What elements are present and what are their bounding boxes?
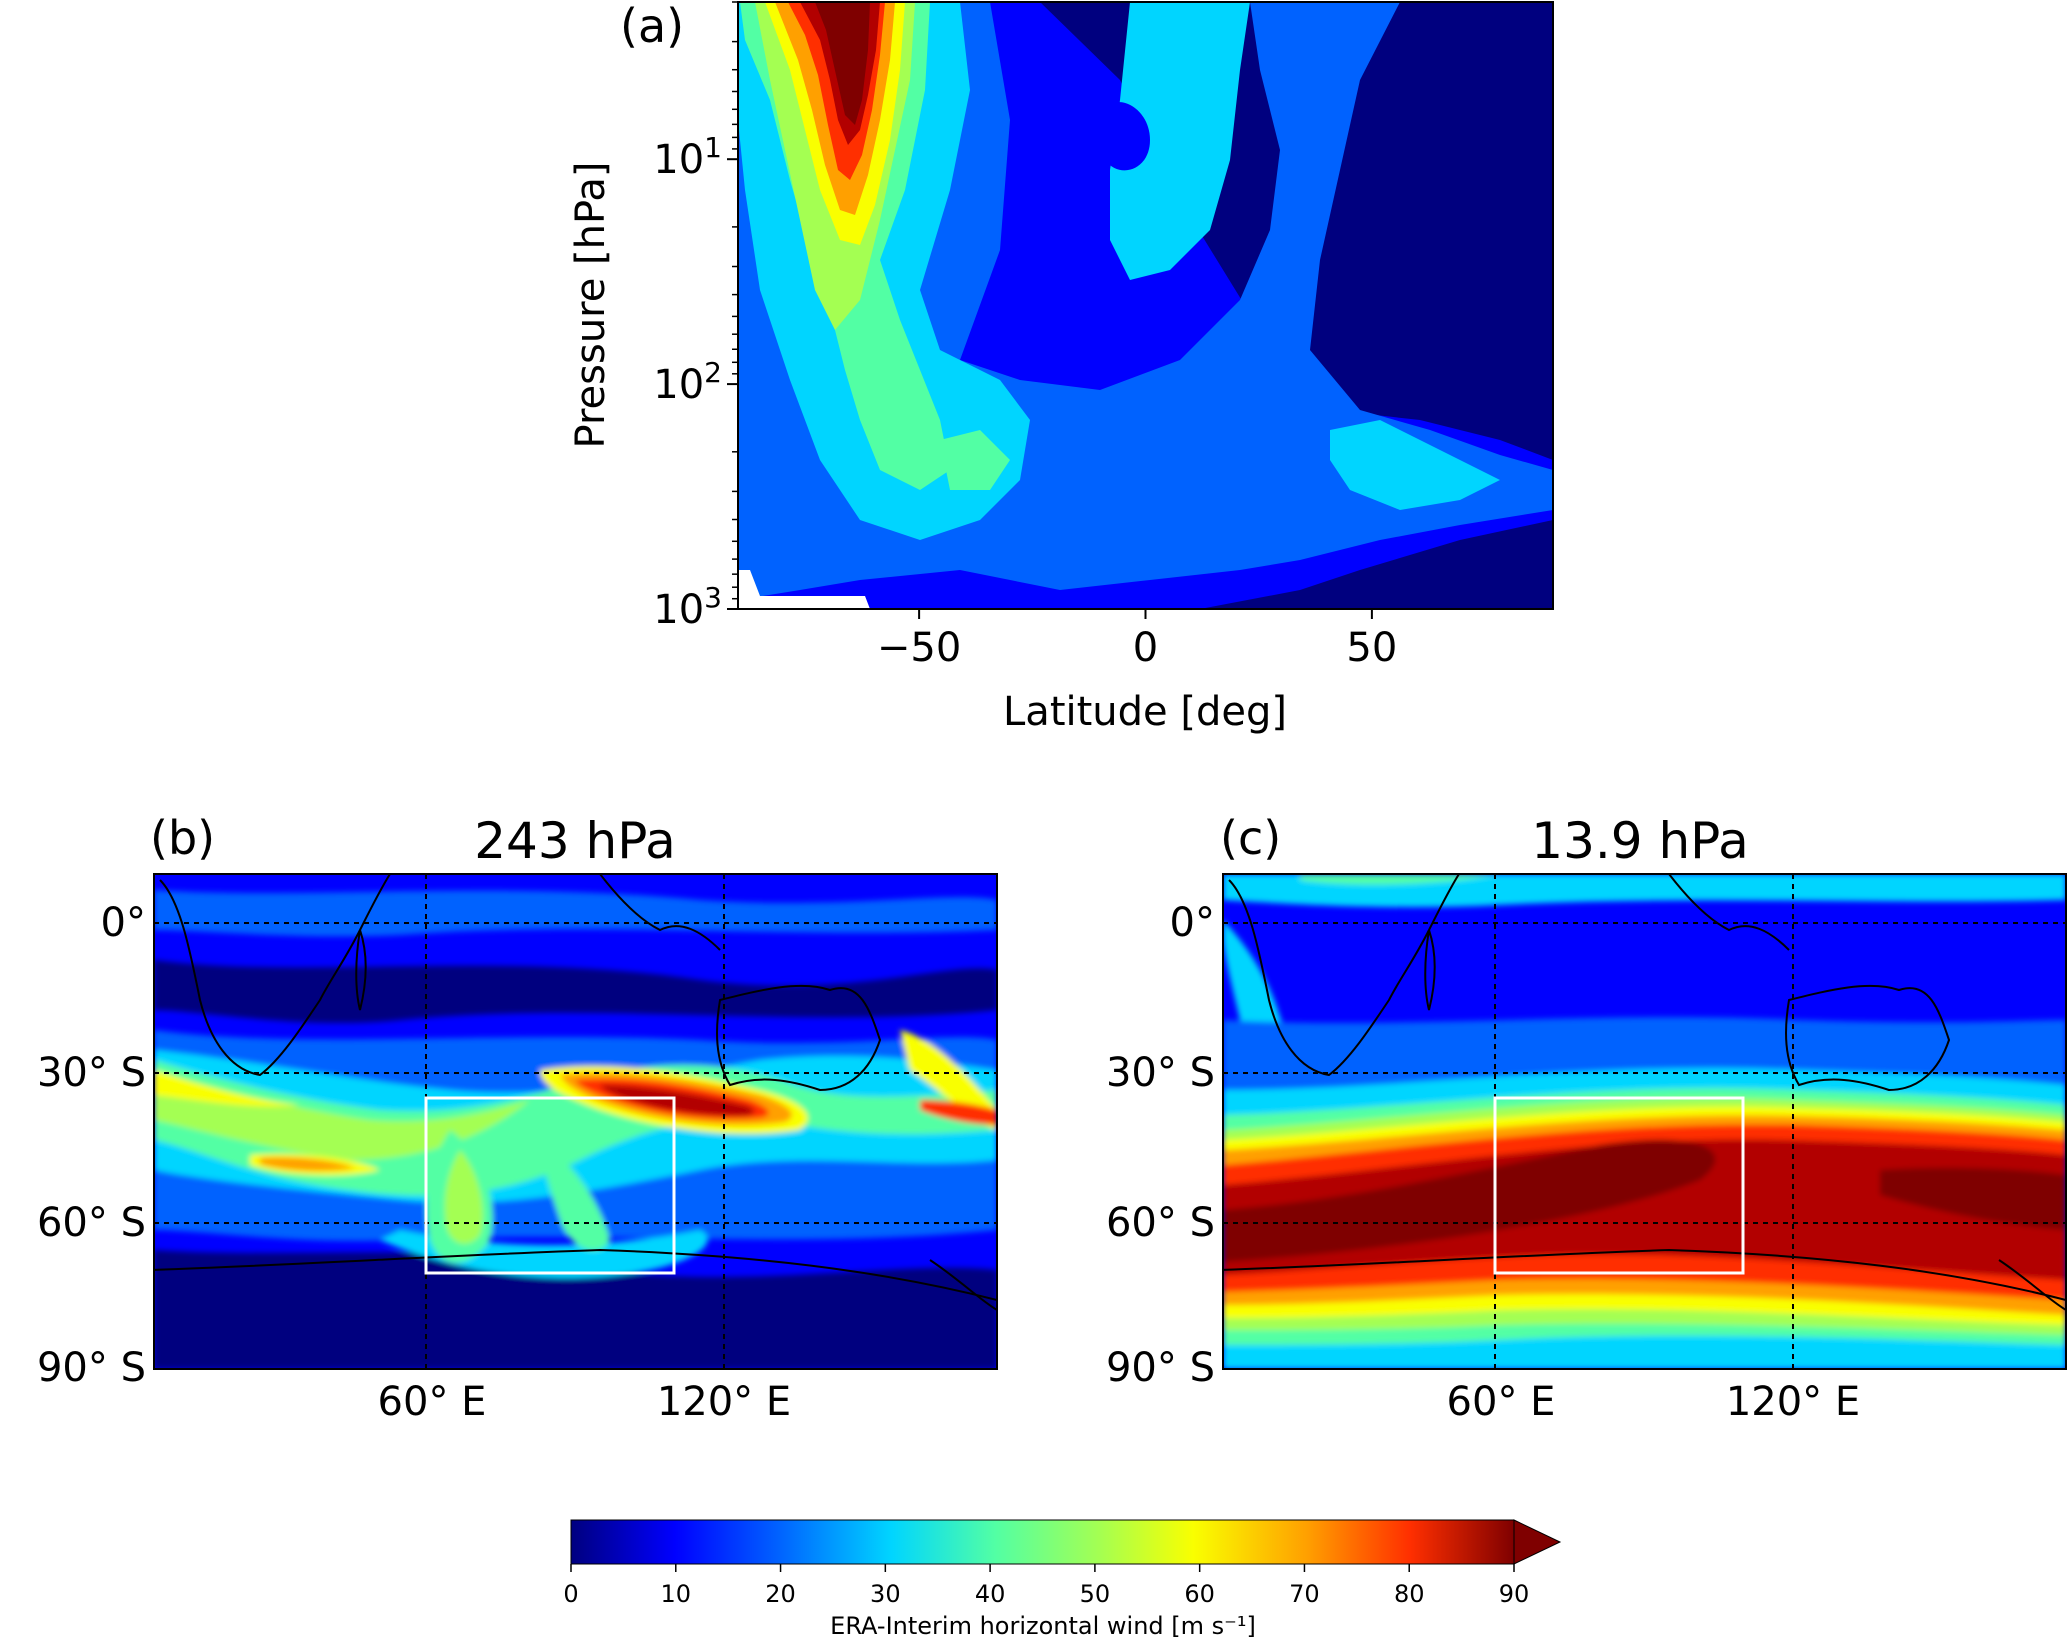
tick-b-lat-0: 0° [101, 900, 146, 946]
colorbar-tick-label: 60 [1184, 1580, 1215, 1608]
panel-b-map [154, 874, 997, 1369]
colorbar-tick-label: 90 [1499, 1580, 1530, 1608]
tick-c-lat-90: 90° S [1106, 1345, 1215, 1391]
tick-c-lon-120: 120° E [1726, 1379, 1860, 1425]
colorbar-label: ERA-Interim horizontal wind [m s⁻¹] [830, 1612, 1256, 1640]
panel-b-label: (b) [150, 811, 215, 865]
panel-a-xlabel: Latitude [deg] [1003, 689, 1287, 735]
a-ytick-label: 103 [653, 581, 722, 633]
a-xtick-label: 50 [1346, 625, 1397, 671]
panel-b-lon-ticks: 60° E 120° E [378, 1379, 792, 1425]
colorbar-tick-label: 80 [1394, 1580, 1425, 1608]
colorbar-tick-label: 50 [1080, 1580, 1111, 1608]
tick-b-lon-60: 60° E [378, 1379, 487, 1425]
tick-b-lon-120: 120° E [657, 1379, 791, 1425]
panel-b-frame [153, 873, 998, 1370]
colorbar-tick-label: 70 [1289, 1580, 1320, 1608]
panel-a-contours [738, 2, 1553, 609]
colorbar-extend-arrow [1513, 1519, 1562, 1565]
tick-c-lat-0: 0° [1170, 900, 1215, 946]
gridlines-c [1223, 874, 2066, 1369]
below-ground-mask [738, 570, 870, 609]
panel-b: (b) 243 hPa [37, 811, 998, 1425]
contour-a-blob [1096, 101, 1150, 171]
colorbar-tick-label: 40 [975, 1580, 1006, 1608]
panel-c: (c) 13.9 hPa [1106, 811, 2067, 1425]
panel-a-label: (a) [620, 0, 684, 53]
tick-b-lat-90: 90° S [37, 1345, 146, 1391]
colorbar-tick-label: 0 [563, 1580, 578, 1608]
gridlines-b [154, 874, 997, 1369]
a-xtick-label: −50 [877, 625, 961, 671]
region-box-b [424, 1096, 676, 1275]
panel-a: (a) −50 0 50 101 [568, 0, 1554, 735]
a-ytick-label: 101 [653, 131, 722, 183]
panel-c-lat-ticks: 0° 30° S 60° S 90° S [1106, 900, 1215, 1391]
colorbar-tick-label: 20 [765, 1580, 796, 1608]
coastlines-c [1223, 874, 2066, 1311]
tick-b-lat-30: 30° S [37, 1050, 146, 1096]
contour-a-l10 [815, 2, 870, 125]
colorbar: 0 10 20 30 40 50 60 70 80 90 ERA-Interim horizont… [563, 1519, 1562, 1640]
panel-b-lat-ticks: 0° 30° S 60° S 90° S [37, 900, 146, 1391]
colorbar-gradient [570, 1519, 1515, 1565]
panel-c-frame [1222, 873, 2067, 1370]
a-ytick-label: 102 [653, 356, 722, 408]
panel-c-lon-ticks: 60° E 120° E [1447, 1379, 1861, 1425]
tick-c-lon-60: 60° E [1447, 1379, 1556, 1425]
panel-c-label: (c) [1220, 811, 1281, 865]
coastlines-b [154, 874, 997, 1311]
panel-c-map [1223, 874, 2066, 1369]
region-box-c [1493, 1096, 1745, 1275]
panel-a-ylabel: Pressure [hPa] [568, 162, 614, 449]
colorbar-tick-label: 10 [661, 1580, 692, 1608]
tick-b-lat-60: 60° S [37, 1200, 146, 1246]
tick-c-lat-60: 60° S [1106, 1200, 1215, 1246]
panel-c-title: 13.9 hPa [1531, 812, 1748, 870]
panel-b-title: 243 hPa [474, 812, 676, 870]
colorbar-tick-label: 30 [870, 1580, 901, 1608]
colorbar-ticks: 0 10 20 30 40 50 60 70 80 90 [563, 1564, 1529, 1608]
a-xtick-label: 0 [1133, 625, 1158, 671]
panel-a-axes: −50 0 50 101 102 103 [653, 1, 1397, 671]
tick-c-lat-30: 30° S [1106, 1050, 1215, 1096]
